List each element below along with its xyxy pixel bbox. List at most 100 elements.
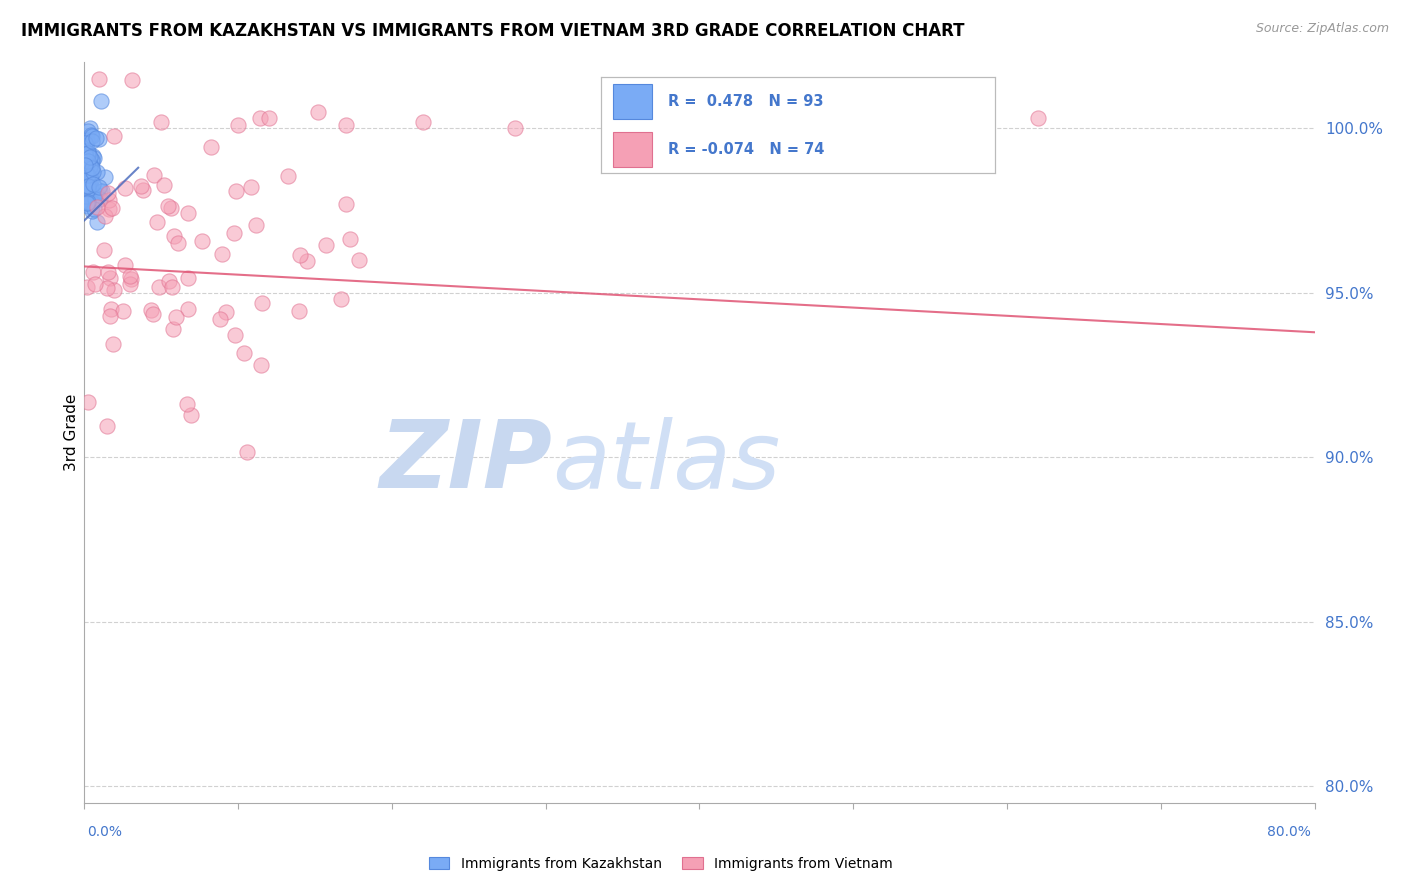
Point (86, 215, 108, 229)
Point (209, 312, 232, 326)
Point (80, 172, 103, 186)
Point (86, 164, 108, 178)
Point (79, 150, 101, 164)
Point (240, 179, 263, 194)
Point (211, 246, 233, 260)
Point (288, 247, 311, 261)
Point (73, 161, 96, 176)
Text: ZIP: ZIP (380, 417, 553, 508)
Point (150, 114, 173, 128)
Point (145, 215, 167, 229)
Point (612, 118, 634, 132)
Point (75, 147, 97, 161)
Point (80, 179, 103, 194)
Point (82, 165, 104, 179)
Point (77, 156, 100, 170)
Point (76, 182, 98, 196)
Point (73, 158, 96, 172)
Text: Source: ZipAtlas.com: Source: ZipAtlas.com (1256, 22, 1389, 36)
Point (76, 183, 98, 197)
Point (143, 168, 166, 182)
Point (76, 395, 98, 409)
Point (76, 179, 98, 194)
Point (75, 178, 97, 192)
Point (176, 206, 198, 220)
Point (129, 179, 152, 194)
Point (79, 164, 101, 178)
Point (100, 301, 122, 316)
Point (75, 155, 97, 169)
Point (89, 184, 111, 198)
Point (77, 179, 100, 194)
Point (160, 280, 183, 294)
Point (76, 183, 98, 197)
Point (76, 173, 98, 187)
Point (75, 136, 97, 150)
Point (412, 114, 434, 128)
Point (76, 151, 98, 165)
Point (77, 145, 100, 159)
Point (76, 133, 98, 147)
Point (73, 193, 96, 207)
Point (76, 190, 98, 204)
Point (287, 304, 309, 318)
Point (335, 118, 357, 132)
Point (257, 112, 280, 126)
Point (82, 161, 104, 176)
Point (90, 94, 112, 108)
Point (152, 178, 174, 192)
Point (162, 322, 184, 336)
Point (79, 178, 101, 193)
Legend: Immigrants from Kazakhstan, Immigrants from Vietnam: Immigrants from Kazakhstan, Immigrants f… (423, 851, 898, 876)
Point (250, 296, 273, 310)
Point (77, 179, 100, 194)
Point (224, 327, 246, 342)
Point (76, 175, 98, 189)
Point (245, 218, 267, 232)
Point (307, 104, 329, 119)
Point (76, 135, 98, 149)
Point (160, 201, 183, 215)
Point (226, 118, 249, 132)
Point (79, 121, 101, 136)
Point (73, 166, 96, 180)
Point (96, 281, 118, 295)
Y-axis label: 3rd Grade: 3rd Grade (63, 394, 79, 471)
Point (77, 178, 100, 192)
Point (76, 148, 98, 162)
Point (76, 179, 98, 194)
Point (83, 277, 105, 292)
Point (249, 112, 271, 126)
Point (75, 148, 97, 162)
Text: IMMIGRANTS FROM KAZAKHSTAN VS IMMIGRANTS FROM VIETNAM 3RD GRADE CORRELATION CHAR: IMMIGRANTS FROM KAZAKHSTAN VS IMMIGRANTS… (21, 22, 965, 40)
Point (79, 159, 101, 173)
Point (83, 151, 105, 165)
Point (121, 72, 143, 87)
Point (76, 156, 98, 170)
Point (82, 134, 104, 148)
Point (75, 191, 97, 205)
Point (73, 178, 96, 193)
Point (75, 178, 97, 193)
Point (77, 195, 100, 210)
Point (98, 270, 121, 285)
Point (75, 189, 97, 203)
Point (96, 418, 118, 433)
Point (75, 144, 97, 158)
Point (77, 161, 100, 176)
Point (89, 192, 111, 206)
Point (236, 444, 259, 458)
Point (83, 202, 105, 216)
Point (86, 187, 108, 202)
Point (84, 131, 107, 145)
Point (121, 272, 143, 286)
Point (89, 72, 111, 87)
Point (91, 184, 114, 198)
Point (97, 193, 120, 207)
Point (76, 199, 98, 213)
Point (97, 265, 120, 279)
Point (166, 235, 188, 250)
Point (180, 408, 202, 422)
Point (80, 204, 103, 219)
Point (76, 168, 98, 182)
